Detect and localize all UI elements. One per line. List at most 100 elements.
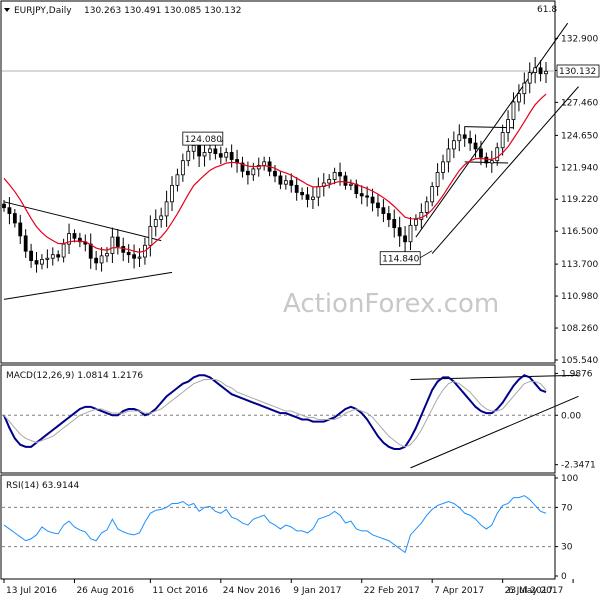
x-tick-label: 24 Nov 2016 [223,586,281,596]
candle-body [110,236,115,254]
candle-body [67,233,71,245]
annotation-leader [220,139,224,143]
annotation-box [379,251,421,266]
annotation-label: 114.840 [382,255,419,265]
candle-body [94,257,99,264]
last-price-box [556,64,600,78]
rsi-tick-label: 0 [561,572,567,582]
candle-body [305,194,310,200]
moving-average-line [3,93,547,253]
candle-body [435,172,440,187]
candle-body [327,179,332,184]
x-tick-label: 26 Aug 2016 [76,586,134,596]
pane-frames [0,0,556,580]
candle-body [213,148,218,155]
candle-body [381,207,386,214]
candle-body [191,145,196,152]
candle-body [495,147,500,162]
candle-body [376,202,380,209]
triangle-lower-line [3,271,173,300]
candle-body [294,184,299,193]
candle-body [479,148,483,158]
candle-body [170,184,174,203]
candle-body [2,203,6,209]
candle-body [451,140,456,150]
candle-body [283,180,288,185]
candle-body [153,219,158,227]
candle-body [354,183,359,194]
candle-body [256,164,261,170]
macd-line [3,374,547,450]
candle-body [240,162,245,172]
price-annotations: 124.080 114.840 [182,131,433,266]
channel-upper-line [415,22,569,238]
rsi-tick-label: 100 [561,474,578,484]
candle-body [484,156,489,164]
candle-body [197,145,202,157]
moving-average [3,93,547,253]
candle-body [229,152,234,160]
price-tick-label: 132.900 [561,34,598,44]
candle-body [273,170,277,177]
x-tick-label: 13 Jul 2016 [6,586,57,596]
trendlines [2,22,579,469]
annotation-label: 124.080 [185,135,222,145]
price-tick-label: 119.220 [561,195,598,205]
candle-body [457,134,462,142]
candle-body [414,219,418,226]
candle-body [538,67,543,75]
candle-body [430,186,435,203]
candle-body [386,213,391,220]
macd-header: MACD(12,26,9) 1.0814 1.2176 [6,371,143,381]
candle-body [316,186,321,198]
candle-body [419,211,424,220]
macd-tick-label: -2.3471 [561,461,596,471]
candle-body [40,258,44,265]
price-tick-label: 124.650 [561,131,598,141]
candle-body [132,254,136,259]
candle-body [397,227,402,237]
watermark: ActionForex.com [283,289,499,319]
candle-body [29,250,34,261]
candle-body [527,72,532,84]
candle-body [175,174,180,186]
candle-body [278,175,283,185]
price-tick-label: 110.980 [561,292,598,302]
ohlc-label: 130.263 130.491 130.085 130.132 [84,6,241,16]
candle-body [61,243,66,258]
candle-body [332,172,337,180]
candle-body [208,148,212,153]
candle-body [338,172,342,177]
candle-body [522,82,527,95]
macd-lines [2,374,555,450]
price-tick-label: 116.500 [561,227,598,237]
macd-resistance-line [410,374,579,380]
candle-body [23,235,28,252]
rsi-tick-label: 30 [561,543,573,553]
candles [2,57,548,273]
candle-body [403,235,407,243]
x-tick-label: 11 Oct 2016 [152,586,208,596]
price-tick-label: 127.460 [561,98,598,108]
candle-body [462,134,467,139]
candle-body [473,142,478,150]
x-axis: 13 Jul 2016 26 Aug 2016 11 Oct 2016 24 Nov … [3,579,574,596]
candle-body [105,253,109,257]
macd-tick-label: 1.9876 [561,369,593,379]
candle-body [245,170,250,176]
candle-body [121,246,126,253]
annotation-box [182,131,224,146]
candle-body [202,152,207,157]
candle-body [365,195,370,198]
candle-body [7,207,12,214]
x-tick-label: 6 Jul 2017 [508,586,553,596]
candle-body [218,153,223,158]
channel-lower-line [431,86,579,254]
x-tick-label: 9 Jan 2017 [293,586,341,596]
macd-tick-label: 0.00 [561,411,581,421]
candle-body [506,119,510,133]
price-tick-label: 121.940 [561,163,598,173]
candle-body [468,137,473,144]
